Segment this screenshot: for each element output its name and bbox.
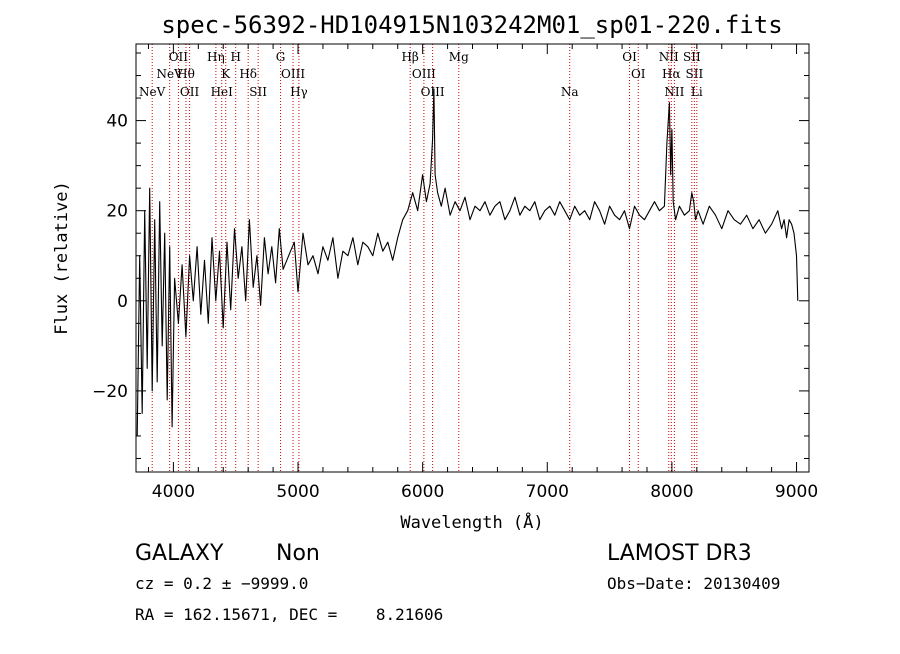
x-tick-label-0: 4000 xyxy=(152,482,195,502)
marker-label-21: NII xyxy=(659,50,679,64)
survey-name: LAMOST DR3 xyxy=(607,541,752,566)
marker-label-26: Li xyxy=(691,85,703,99)
y-tick-label-3: 40 xyxy=(106,112,128,132)
marker-label-10: SII xyxy=(249,85,267,99)
series-line-flux xyxy=(136,88,799,437)
marker-label-25: SII xyxy=(685,67,703,81)
marker-label-9: Hδ xyxy=(239,67,257,81)
y-tick-label-1: 0 xyxy=(117,292,128,312)
marker-label-23: NII xyxy=(664,85,684,99)
x-tick-label-4: 8000 xyxy=(650,482,693,502)
y-tick-label-0: −20 xyxy=(92,382,128,402)
marker-label-6: HeI xyxy=(211,85,234,99)
marker-label-2: OII xyxy=(169,50,189,64)
marker-label-12: OIII xyxy=(281,67,305,81)
observation-date: Obs−Date: 20130409 xyxy=(607,574,780,593)
marker-label-17: Mg xyxy=(449,50,469,64)
marker-label-18: Na xyxy=(561,85,579,99)
x-axis-label: Wavelength (Å) xyxy=(400,511,543,533)
marker-label-13: Hγ xyxy=(290,85,308,99)
marker-label-1: NeV xyxy=(157,67,184,81)
chart-title: spec-56392-HD104915N103242M01_sp01-220.f… xyxy=(161,11,782,39)
marker-label-4: OII xyxy=(180,85,200,99)
marker-label-5: Hη xyxy=(207,50,225,64)
marker-label-22: Hα xyxy=(662,67,681,81)
data-layer xyxy=(136,88,799,437)
object-subclass: Non xyxy=(276,541,320,566)
marker-label-15: OIII xyxy=(412,67,436,81)
x-tick-label-2: 6000 xyxy=(401,482,444,502)
marker-label-0: NeV xyxy=(139,85,166,99)
marker-label-11: G xyxy=(276,50,286,64)
x-tick-label-5: 9000 xyxy=(775,482,818,502)
marker-label-14: Hβ xyxy=(401,50,418,64)
redshift-cz: cz = 0.2 ± −9999.0 xyxy=(135,574,308,593)
marker-label-24: SII xyxy=(683,50,701,64)
marker-label-8: H xyxy=(230,50,240,64)
y-axis-label: Flux (relative) xyxy=(52,181,72,335)
marker-label-3: Hθ xyxy=(177,67,195,81)
line-markers: NeV NeV OII Hθ OII Hη HeI KH Hδ SII G OIII Hγ Hβ OIII O… xyxy=(139,44,703,472)
ra-dec: RA = 162.15671, DEC = 8.21606 xyxy=(135,605,443,624)
marker-label-16: OIII xyxy=(421,85,445,99)
marker-label-7: K xyxy=(221,67,231,81)
axis-ticks: 4000 5000 6000 7000 8000 9000 −20 0 20 40 xyxy=(92,44,818,502)
x-tick-label-1: 5000 xyxy=(276,482,319,502)
marker-label-20: OI xyxy=(631,67,646,81)
y-tick-label-2: 20 xyxy=(106,202,128,222)
marker-label-19: OI xyxy=(622,50,637,64)
x-tick-label-3: 7000 xyxy=(526,482,569,502)
object-class: GALAXY xyxy=(135,541,224,566)
